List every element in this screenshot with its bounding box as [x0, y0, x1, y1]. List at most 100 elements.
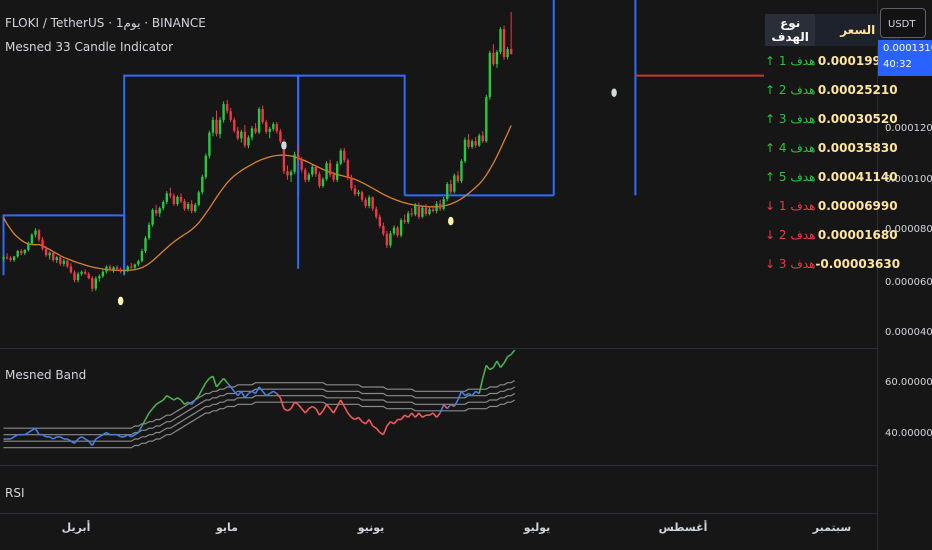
band-oscillator-segment	[24, 431, 29, 436]
candle-body	[428, 209, 431, 214]
candle-body	[190, 203, 193, 212]
candle-body	[296, 154, 300, 160]
band-oscillator-segment	[49, 436, 54, 440]
band-oscillator-segment	[262, 390, 267, 397]
range-box	[297, 74, 406, 196]
candle-body	[204, 155, 208, 177]
candle-body	[201, 176, 204, 193]
band-oscillator-segment	[287, 407, 292, 412]
band-oscillator-segment	[194, 395, 200, 401]
candle-body	[378, 216, 381, 226]
band-pane[interactable]	[3, 349, 516, 449]
band-oscillator-segment	[123, 433, 129, 438]
target-row: هدف 1 ↓ 0.00006990	[765, 191, 900, 220]
candle-body	[367, 197, 371, 206]
candle-body	[385, 233, 389, 246]
candle-body	[80, 271, 83, 274]
band-oscillator-segment	[460, 390, 466, 397]
band-oscillator-segment	[297, 403, 303, 410]
candle-body	[233, 119, 236, 131]
candle-body	[48, 252, 51, 256]
candle-body	[16, 251, 19, 257]
band-oscillator-segment	[201, 382, 207, 390]
band-oscillator-segment	[301, 408, 306, 414]
band-oscillator-segment	[162, 395, 168, 401]
pane-separators	[0, 0, 878, 550]
target-type: هدف 1 ↑	[765, 53, 816, 68]
time-label: يونيو	[357, 521, 385, 534]
indicator-title[interactable]: Mesned 33 Candle Indicator	[5, 40, 174, 54]
candle-body	[438, 203, 442, 209]
band-oscillator-segment	[198, 388, 204, 397]
band-oscillator-segment	[325, 403, 331, 410]
band-oscillator-segment	[481, 365, 488, 379]
candle-body	[261, 108, 264, 123]
band-oscillator-segment	[283, 407, 288, 412]
band-upper-line	[3, 379, 516, 429]
signal-markers	[117, 87, 618, 306]
band-oscillator-segment	[457, 391, 463, 401]
band-oscillator-segment	[343, 406, 349, 414]
candle-body	[229, 111, 232, 120]
rsi-pane-title[interactable]: RSI	[5, 486, 25, 500]
price-pane[interactable]	[2, 0, 764, 306]
candle-body	[66, 260, 69, 267]
band-oscillator-segment	[429, 412, 434, 416]
candle-body	[449, 183, 452, 192]
band-oscillator-segment	[95, 436, 100, 440]
candle-body	[495, 51, 499, 65]
candle-body	[176, 196, 179, 204]
band-oscillator-segment	[279, 397, 285, 409]
band-oscillator-segment	[332, 406, 338, 414]
band-mid-line	[3, 386, 516, 436]
target-value: 0.00019900	[817, 53, 898, 68]
candle-body	[105, 266, 108, 272]
target-value: 0.00001680	[817, 227, 898, 242]
band-oscillator-segment	[265, 392, 271, 397]
low-signal-marker	[447, 216, 455, 226]
candle-body	[506, 49, 509, 58]
candle-body	[183, 201, 186, 209]
currency-button[interactable]: USDT	[880, 8, 926, 38]
price-scale[interactable]: 0.00012000 0.00010000 0.00008000 0.00006…	[885, 123, 932, 338]
candle-body	[343, 150, 346, 161]
candle-body	[272, 124, 275, 129]
candle-body	[9, 257, 12, 261]
band-oscillator-segment	[98, 433, 104, 438]
candle-body	[55, 257, 58, 261]
band-pane-title[interactable]: Mesned Band	[5, 368, 87, 382]
candle-body	[240, 131, 243, 139]
candle-body	[52, 252, 55, 261]
candle-body	[478, 135, 481, 146]
candle-body	[172, 195, 176, 204]
candle-body	[289, 171, 293, 176]
band-lower-line	[3, 392, 516, 442]
candle-body	[101, 271, 105, 277]
candle-body	[410, 213, 413, 215]
time-axis[interactable]: أبريل مايو يونيو يوليو أغسطس سبتمبر	[62, 520, 852, 534]
candle-body	[300, 159, 303, 170]
band-oscillator-segment	[294, 401, 299, 406]
candle-body	[211, 119, 215, 133]
target-lines	[635, 74, 764, 77]
symbol-title[interactable]: FLOKI / TetherUS · 1يوم · BINANCE	[5, 16, 206, 30]
band-oscillator-segment	[219, 377, 225, 384]
band-scale[interactable]: 60.00000000 40.00000000	[885, 377, 932, 439]
band-tick: 40.00000000	[885, 428, 932, 439]
band-oscillator-segment	[439, 404, 445, 414]
band-oscillator-segment	[468, 392, 473, 397]
band-oscillator-segment	[390, 420, 395, 425]
candle-body	[463, 139, 467, 162]
time-label: أبريل	[62, 520, 91, 534]
target-row: هدف 4 ↑ 0.00035830	[765, 133, 900, 162]
candle-body	[492, 52, 495, 65]
target-row: هدف 5 ↑ 0.00041140	[765, 162, 900, 191]
candle-body	[222, 104, 225, 120]
candle-body	[144, 238, 147, 252]
band-oscillator-segment	[368, 419, 374, 427]
candle-body	[41, 239, 44, 249]
high-signal-marker	[610, 87, 618, 98]
band-oscillator-segment	[254, 386, 260, 394]
candle-body	[59, 257, 62, 264]
